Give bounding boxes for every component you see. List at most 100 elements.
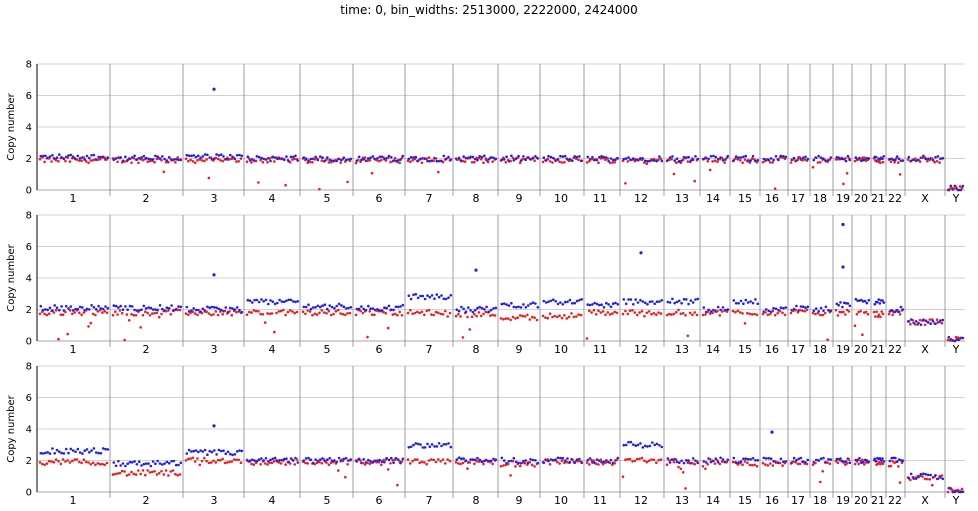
total-copy-point [147, 306, 150, 309]
minor-copy-point [565, 460, 569, 464]
total-copy-point [69, 153, 73, 157]
total-copy-point [273, 456, 277, 460]
total-copy-point [742, 302, 745, 306]
minor-copy-point [718, 314, 722, 317]
minor-copy-point [184, 157, 188, 161]
total-copy-point [573, 155, 576, 158]
total-copy-point [229, 452, 232, 456]
minor-copy-point [592, 308, 596, 312]
total-copy-point [892, 158, 895, 162]
minor-copy-point [232, 458, 236, 461]
total-copy-point [483, 308, 486, 311]
total-copy-point [412, 293, 415, 297]
minor-copy-point [708, 458, 712, 461]
total-copy-point [316, 158, 320, 162]
total-copy-point [754, 298, 757, 301]
total-copy-point [531, 458, 535, 462]
total-copy-point [124, 305, 127, 308]
minor-copy-point [47, 312, 51, 316]
total-copy-point [746, 159, 750, 162]
total-copy-point [85, 307, 89, 311]
minor-copy-point [346, 463, 349, 466]
minor-copy-point [237, 458, 240, 462]
minor-copy-point [803, 158, 806, 161]
minor-copy-point [71, 312, 74, 316]
total-copy-point [140, 156, 143, 159]
total-copy-point [691, 457, 695, 460]
minor-copy-point [203, 159, 206, 163]
minor-copy-point [511, 156, 515, 160]
minor-copy-point [613, 462, 616, 465]
minor-copy-point [123, 470, 126, 473]
minor-copy-point [684, 487, 687, 490]
minor-copy-point [398, 310, 402, 314]
total-copy-point [226, 450, 230, 454]
minor-copy-point [277, 310, 281, 313]
total-copy-point [104, 447, 107, 451]
minor-copy-point [877, 461, 881, 464]
total-copy-point [238, 308, 241, 312]
minor-copy-point [141, 469, 145, 472]
total-copy-point [407, 294, 411, 298]
total-copy-point [112, 304, 116, 307]
minor-copy-point [652, 312, 656, 315]
total-copy-point [806, 157, 810, 161]
total-copy-point [542, 156, 546, 159]
total-copy-point [487, 310, 491, 314]
minor-copy-point [731, 309, 735, 313]
total-copy-point [694, 298, 697, 301]
minor-copy-point [167, 474, 170, 477]
minor-copy-point [411, 459, 415, 463]
chromosome-label: 4 [269, 192, 276, 205]
total-copy-point [634, 444, 637, 448]
minor-copy-point [439, 460, 443, 463]
total-copy-point [219, 308, 223, 312]
minor-copy-point [655, 313, 658, 317]
total-copy-point [192, 449, 195, 453]
total-copy-point [627, 156, 630, 159]
total-copy-point [128, 460, 132, 464]
total-copy-point [58, 450, 61, 454]
total-copy-point [380, 460, 384, 464]
total-copy-point [44, 154, 47, 158]
minor-copy-point [454, 461, 458, 464]
minor-copy-point [38, 461, 42, 464]
total-copy-point [476, 306, 479, 310]
total-copy-point [848, 158, 852, 162]
chromosome-label: 9 [516, 494, 523, 507]
total-copy-point [55, 448, 59, 452]
total-copy-point [172, 459, 176, 463]
minor-copy-point [448, 459, 452, 463]
total-copy-point [573, 461, 576, 465]
minor-copy-point [38, 157, 42, 161]
minor-copy-point [889, 464, 893, 468]
minor-copy-point [764, 311, 767, 314]
minor-copy-point [284, 463, 287, 466]
total-copy-point [396, 458, 400, 461]
total-copy-point [71, 449, 75, 452]
total-copy-point [512, 456, 516, 460]
total-copy-point [260, 457, 263, 460]
minor-copy-point [755, 464, 759, 468]
total-copy-point [85, 154, 89, 158]
chromosome-label: 20 [854, 494, 868, 507]
total-copy-point [598, 303, 601, 307]
total-copy-point [48, 306, 52, 310]
total-copy-point [500, 302, 504, 306]
total-copy-point [264, 298, 268, 302]
minor-copy-point [329, 313, 333, 317]
total-copy-point [712, 154, 715, 158]
total-copy-point [51, 447, 54, 450]
total-copy-point [392, 461, 395, 465]
total-copy-point [340, 304, 343, 307]
total-copy-point [282, 300, 286, 304]
total-copy-point [467, 306, 470, 309]
minor-copy-point [628, 309, 632, 313]
total-copy-point [282, 457, 286, 461]
minor-copy-point [713, 159, 717, 162]
total-copy-point [586, 155, 590, 159]
total-copy-point [772, 158, 775, 162]
total-copy-point [812, 309, 816, 313]
total-copy-point [208, 306, 211, 310]
minor-copy-point [548, 312, 552, 316]
